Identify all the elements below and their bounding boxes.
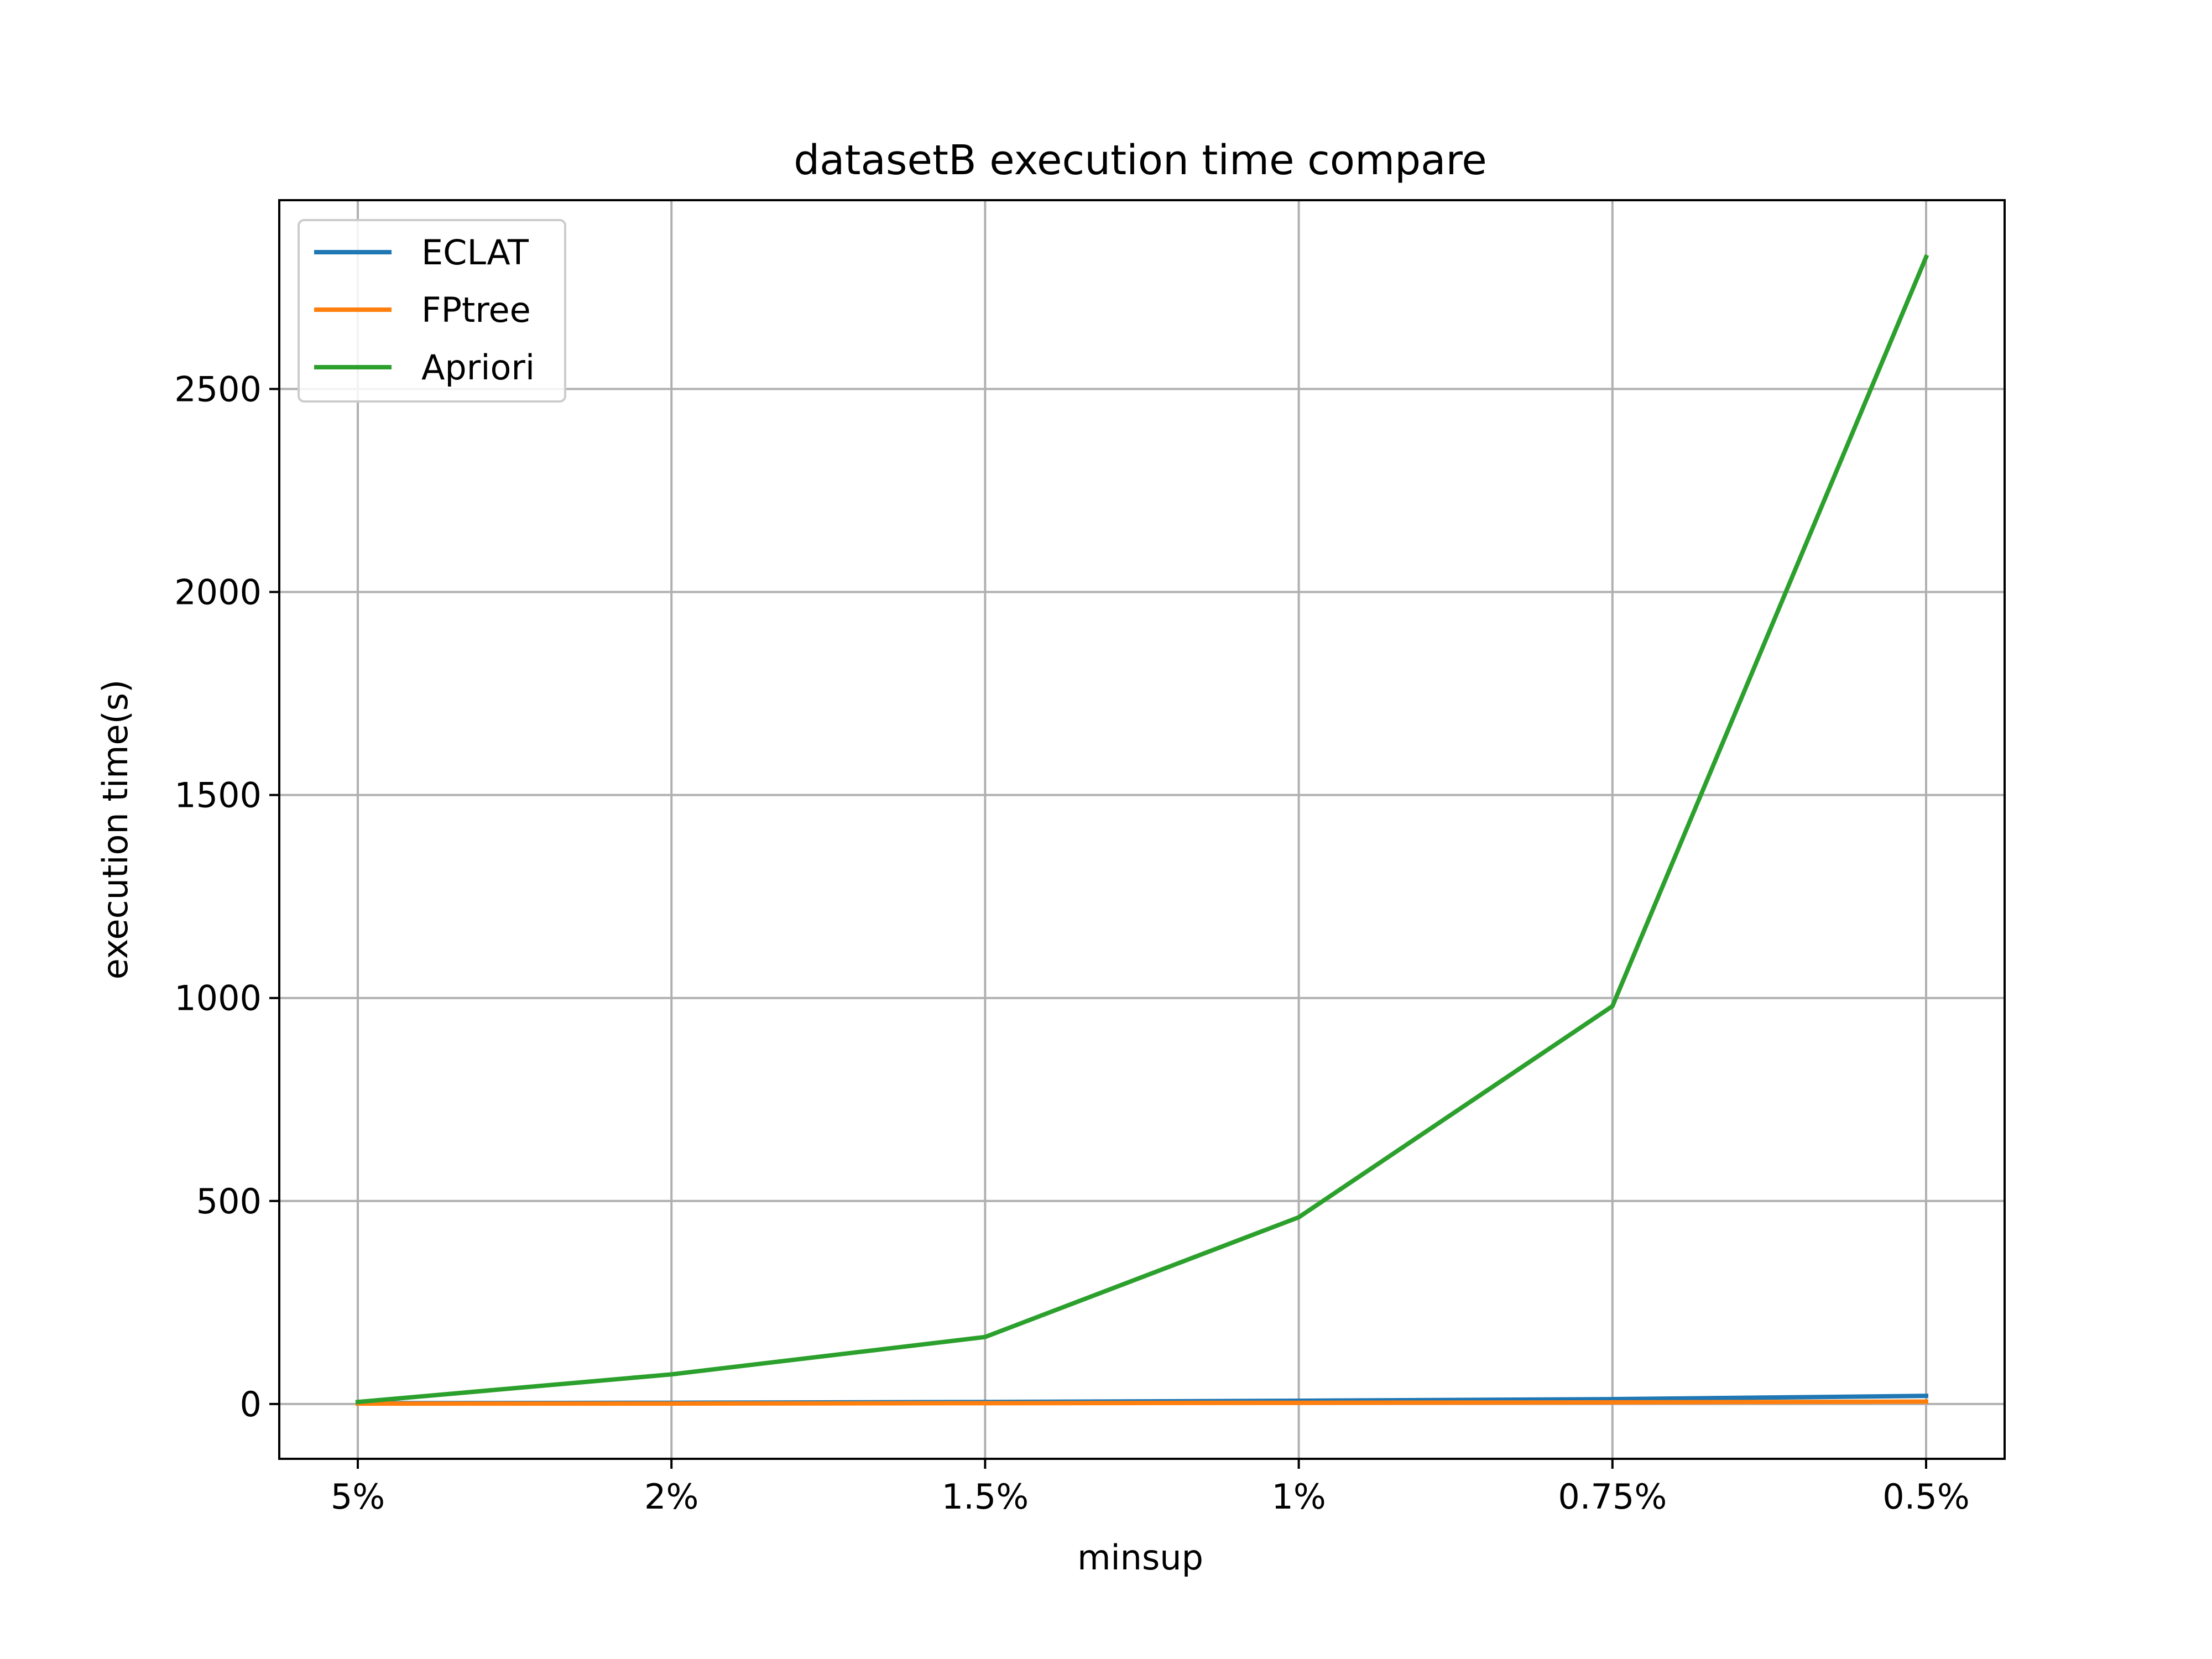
legend-label-apriori: Apriori [421, 347, 535, 388]
legend: ECLAT FPtree Apriori [298, 219, 566, 403]
y-tick-label: 1000 [174, 978, 262, 1019]
legend-label-eclat: ECLAT [421, 232, 529, 273]
y-axis-label: execution time(s) [95, 680, 135, 980]
y-tick-label: 1500 [174, 775, 262, 816]
x-tick-label: 2% [644, 1477, 698, 1517]
chart-title: datasetB execution time compare [794, 137, 1487, 184]
y-axis: 0 500 1000 1500 2000 2500 [174, 369, 279, 1425]
x-tick-label: 0.5% [1882, 1477, 1970, 1517]
series-lines [355, 254, 1929, 1406]
series-line-fptree [356, 1399, 1929, 1406]
legend-label-fptree: FPtree [421, 290, 531, 330]
plot-area-frame [278, 199, 2006, 1460]
y-tick-label: 0 [240, 1384, 262, 1425]
legend-box [298, 219, 566, 403]
x-tick-label: 5% [331, 1477, 385, 1517]
x-tick-label: 0.75% [1558, 1477, 1667, 1517]
grid [279, 200, 2005, 1459]
y-tick-label: 500 [196, 1181, 262, 1222]
x-tick-label: 1.5% [942, 1477, 1029, 1517]
x-axis: 5% 2% 1.5% 1% 0.75% 0.5% [331, 1459, 1970, 1517]
series-line-apriori [355, 254, 1929, 1405]
x-axis-label: minsup [1077, 1537, 1203, 1578]
y-tick-label: 2000 [174, 572, 262, 612]
y-tick-label: 2500 [174, 369, 262, 409]
x-tick-label: 1% [1271, 1477, 1326, 1517]
